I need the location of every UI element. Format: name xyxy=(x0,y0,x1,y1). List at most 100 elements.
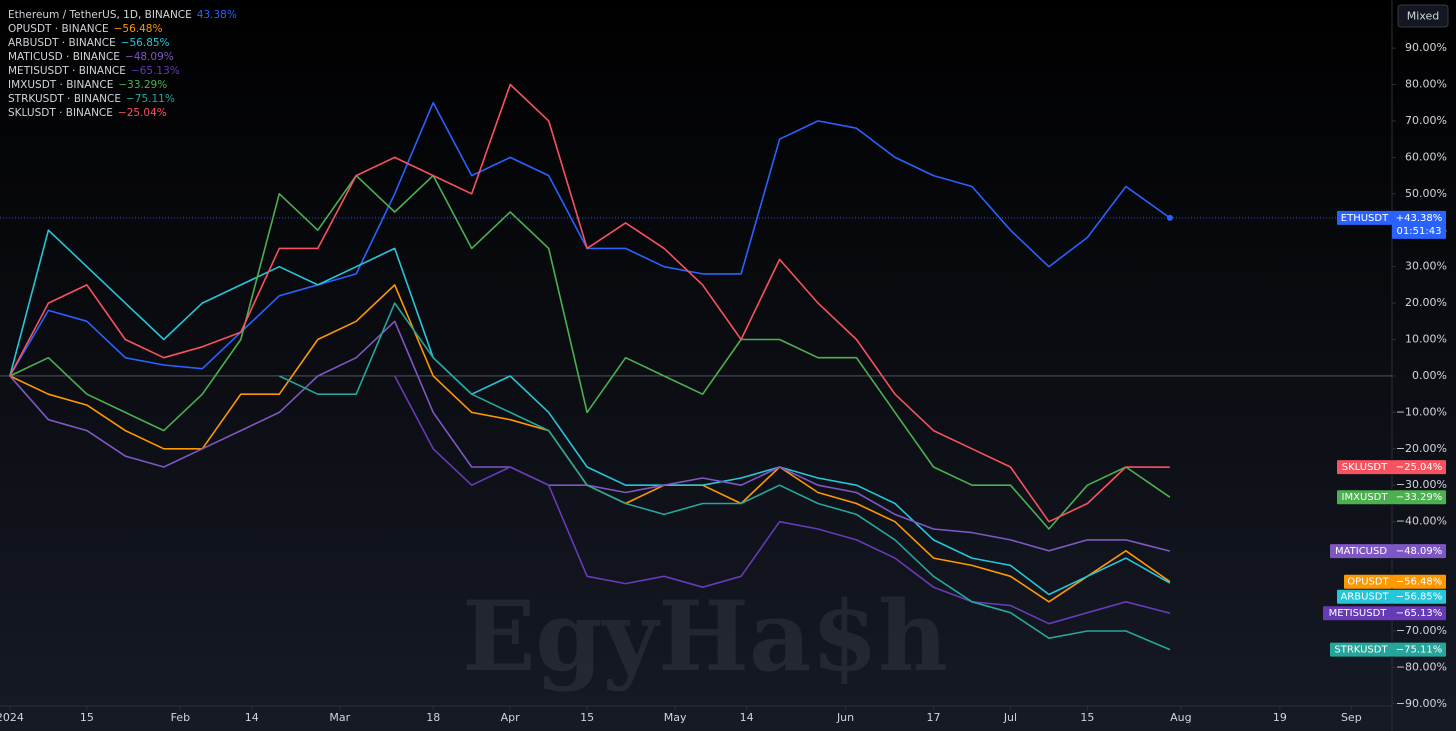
x-tick-label: 14 xyxy=(245,711,259,724)
x-tick-label: 19 xyxy=(1273,711,1287,724)
y-tick-label: 50.00% xyxy=(1405,187,1447,200)
y-tick-label: −70.00% xyxy=(1396,624,1447,637)
tag-value: −56.85% xyxy=(1396,592,1443,603)
y-tick-label: 10.00% xyxy=(1405,333,1447,346)
y-tick-label: 0.00% xyxy=(1412,369,1447,382)
tag-symbol-box xyxy=(1323,606,1392,621)
legend-entry: MATICUSD · BINANCE −48.09% xyxy=(8,51,174,63)
tag-value-box xyxy=(1392,544,1446,559)
y-tick-label: −20.00% xyxy=(1396,442,1447,455)
tag-symbol: IMXUSDT xyxy=(1342,492,1389,503)
tag-symbol-box xyxy=(1337,210,1392,225)
tag-symbol-box xyxy=(1344,574,1392,589)
series-line xyxy=(9,83,1170,523)
x-tick-label: 15 xyxy=(1080,711,1094,724)
y-tick-label: −90.00% xyxy=(1396,697,1447,710)
legend-name: IMXUSDT · BINANCE xyxy=(8,79,113,91)
x-tick-label: Apr xyxy=(501,711,521,724)
tag-symbol-box xyxy=(1337,589,1392,604)
x-tick-label: 2024 xyxy=(0,711,24,724)
x-tick-label: Aug xyxy=(1170,711,1191,724)
legend-entry: OPUSDT · BINANCE −56.48% xyxy=(8,23,162,35)
tag-value-box xyxy=(1392,606,1446,621)
watermark: EgyHa$h xyxy=(462,580,948,693)
tag-value-box xyxy=(1392,490,1446,505)
tag-value: −56.48% xyxy=(1396,577,1443,588)
legend-entry: ARBUSDT · BINANCE −56.85% xyxy=(8,37,170,49)
series-line xyxy=(9,229,1171,596)
x-tick-label: May xyxy=(664,711,687,724)
tag-symbol: STRKUSDT xyxy=(1334,645,1388,656)
tag-value-box xyxy=(1392,574,1446,589)
tag-symbol: OPUSDT xyxy=(1347,577,1389,588)
legend-entry: STRKUSDT · BINANCE −75.11% xyxy=(8,93,175,105)
tag-symbol: ETHUSDT xyxy=(1341,213,1389,224)
legend-value: −75.11% xyxy=(126,93,175,105)
mode-button-label[interactable]: Mixed xyxy=(1407,10,1439,23)
y-tick-label: −80.00% xyxy=(1396,660,1447,673)
tag-value-box xyxy=(1392,460,1446,475)
legend-name: STRKUSDT · BINANCE xyxy=(8,93,121,105)
legend-name: ARBUSDT · BINANCE xyxy=(8,37,116,49)
y-tick-label: −10.00% xyxy=(1396,405,1447,418)
tag-value: −25.04% xyxy=(1396,462,1443,473)
legend-value: −33.29% xyxy=(118,79,167,91)
x-tick-label: Feb xyxy=(171,711,190,724)
x-tick-label: 15 xyxy=(80,711,94,724)
y-tick-label: 20.00% xyxy=(1405,296,1447,309)
tag-value-box xyxy=(1392,589,1446,604)
x-tick-label: 17 xyxy=(926,711,940,724)
legend-name: OPUSDT · BINANCE xyxy=(8,23,109,35)
tag-symbol: ARBUSDT xyxy=(1340,592,1389,603)
tag-value: −48.09% xyxy=(1396,546,1443,557)
series-line xyxy=(278,302,1171,651)
legend-name: Ethereum / TetherUS, 1D, BINANCE xyxy=(8,9,192,21)
tag-countdown: 01:51:43 xyxy=(1397,226,1442,237)
legend-entry: IMXUSDT · BINANCE −33.29% xyxy=(8,79,167,91)
x-tick-label: Jul xyxy=(1003,711,1017,724)
series-line xyxy=(9,174,1171,530)
tag-value: −75.11% xyxy=(1396,645,1443,656)
x-tick-label: Sep xyxy=(1341,711,1362,724)
x-tick-label: 14 xyxy=(740,711,754,724)
tag-symbol: METISUSDT xyxy=(1329,608,1388,619)
series-line xyxy=(393,375,1171,625)
legend-name: MATICUSD · BINANCE xyxy=(8,51,120,63)
tag-symbol-box xyxy=(1337,490,1392,505)
legend-value: −56.48% xyxy=(114,23,163,35)
legend-entry: METISUSDT · BINANCE −65.13% xyxy=(8,65,180,77)
tag-value-box xyxy=(1392,642,1446,657)
y-tick-label: 80.00% xyxy=(1405,78,1447,91)
legend-name: SKLUSDT · BINANCE xyxy=(8,107,113,119)
tag-value: +43.38% xyxy=(1396,213,1443,224)
y-tick-label: −30.00% xyxy=(1396,478,1447,491)
x-tick-label: 15 xyxy=(580,711,594,724)
tag-value: −65.13% xyxy=(1396,608,1443,619)
last-value-dot xyxy=(1166,214,1173,221)
y-tick-label: 30.00% xyxy=(1405,260,1447,273)
tag-value: −33.29% xyxy=(1396,492,1443,503)
y-tick-label: 90.00% xyxy=(1405,41,1447,54)
tag-symbol-box xyxy=(1330,544,1392,559)
legend-name: METISUSDT · BINANCE xyxy=(8,65,126,77)
x-tick-label: Mar xyxy=(329,711,350,724)
tag-symbol-box xyxy=(1337,460,1392,475)
x-tick-label: Jun xyxy=(836,711,854,724)
legend-value: −48.09% xyxy=(125,51,174,63)
tag-value-box xyxy=(1392,210,1446,239)
tag-symbol-box xyxy=(1330,642,1392,657)
legend-value: −25.04% xyxy=(118,107,167,119)
legend-entry: Ethereum / TetherUS, 1D, BINANCE 43.38% xyxy=(8,9,237,21)
legend-value: 43.38% xyxy=(197,9,237,21)
legend-entry: SKLUSDT · BINANCE −25.04% xyxy=(8,107,167,119)
tag-symbol: SKLUSDT xyxy=(1342,462,1388,473)
y-tick-label: 70.00% xyxy=(1405,114,1447,127)
x-tick-label: 18 xyxy=(426,711,440,724)
legend-value: −65.13% xyxy=(131,65,180,77)
tag-symbol: MATICUSD xyxy=(1335,546,1387,557)
y-tick-label: −40.00% xyxy=(1396,515,1447,528)
legend-value: −56.85% xyxy=(121,37,170,49)
mode-button[interactable] xyxy=(1397,4,1449,28)
